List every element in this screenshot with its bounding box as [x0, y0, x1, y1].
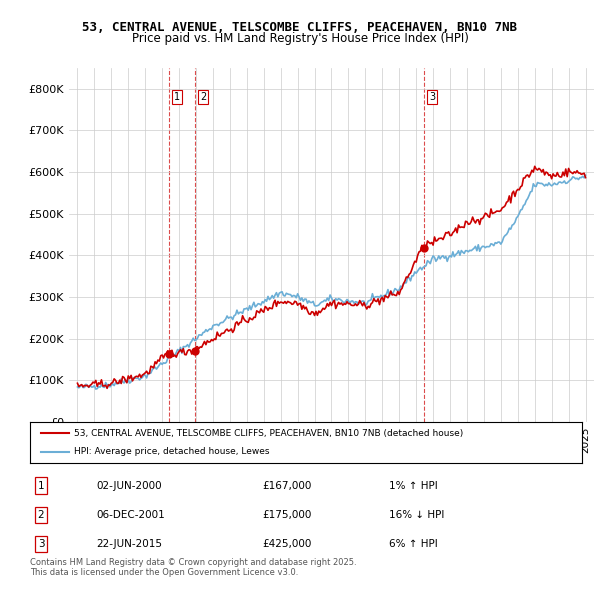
Text: Price paid vs. HM Land Registry's House Price Index (HPI): Price paid vs. HM Land Registry's House … — [131, 32, 469, 45]
Text: 22-JUN-2015: 22-JUN-2015 — [96, 539, 162, 549]
Text: 3: 3 — [38, 539, 44, 549]
Text: 1: 1 — [38, 481, 44, 490]
Text: 2: 2 — [38, 510, 44, 520]
Text: £175,000: £175,000 — [262, 510, 311, 520]
Text: 2: 2 — [200, 91, 206, 101]
Text: 1% ↑ HPI: 1% ↑ HPI — [389, 481, 437, 490]
Text: 06-DEC-2001: 06-DEC-2001 — [96, 510, 165, 520]
Text: 1: 1 — [175, 91, 181, 101]
Text: 02-JUN-2000: 02-JUN-2000 — [96, 481, 162, 490]
Text: HPI: Average price, detached house, Lewes: HPI: Average price, detached house, Lewe… — [74, 447, 269, 456]
Text: 53, CENTRAL AVENUE, TELSCOMBE CLIFFS, PEACEHAVEN, BN10 7NB (detached house): 53, CENTRAL AVENUE, TELSCOMBE CLIFFS, PE… — [74, 429, 463, 438]
Text: 53, CENTRAL AVENUE, TELSCOMBE CLIFFS, PEACEHAVEN, BN10 7NB: 53, CENTRAL AVENUE, TELSCOMBE CLIFFS, PE… — [83, 21, 517, 34]
Text: 3: 3 — [429, 91, 436, 101]
Text: 6% ↑ HPI: 6% ↑ HPI — [389, 539, 437, 549]
Text: Contains HM Land Registry data © Crown copyright and database right 2025.
This d: Contains HM Land Registry data © Crown c… — [30, 558, 356, 577]
Text: £425,000: £425,000 — [262, 539, 311, 549]
Text: 16% ↓ HPI: 16% ↓ HPI — [389, 510, 444, 520]
Text: £167,000: £167,000 — [262, 481, 311, 490]
